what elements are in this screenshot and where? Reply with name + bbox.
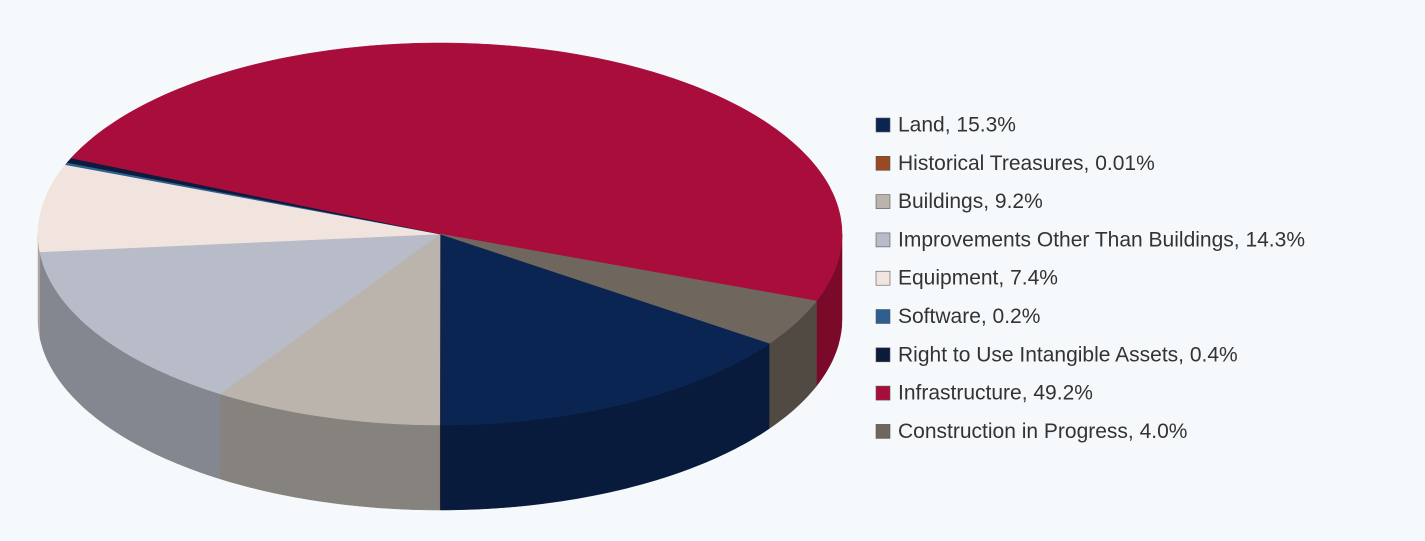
pie-slice	[39, 233, 441, 395]
legend-label: Software, 0.2%	[898, 305, 1040, 328]
legend-label: Improvements Other Than Buildings, 14.3%	[898, 228, 1305, 251]
legend-label: Right to Use Intangible Assets, 0.4%	[898, 343, 1238, 366]
legend-swatch	[875, 232, 891, 248]
pie-slice	[70, 42, 843, 302]
legend-label: Historical Treasures, 0.01%	[898, 152, 1155, 175]
legend-label: Construction in Progress, 4.0%	[898, 420, 1187, 443]
legend-swatch	[875, 309, 891, 324]
legend-swatch	[875, 270, 891, 286]
pie-slice	[219, 233, 441, 426]
pie-slice	[439, 233, 771, 426]
legend: Land, 15.3% Historical Treasures, 0.01% Bu…	[875, 114, 1305, 443]
pie-sides	[37, 233, 843, 511]
pie-slice	[37, 164, 441, 253]
legend-swatch	[875, 194, 891, 209]
legend-swatch	[875, 347, 891, 363]
legend-label: Buildings, 9.2%	[898, 190, 1043, 213]
legend-label: Infrastructure, 49.2%	[898, 382, 1093, 405]
legend-label: Land, 15.3%	[898, 114, 1016, 137]
pie-tops	[37, 42, 843, 426]
legend-label: Equipment, 7.4%	[898, 267, 1058, 290]
legend-swatch	[875, 156, 891, 171]
legend-swatch	[875, 385, 891, 401]
legend-swatch	[875, 424, 891, 439]
legend-swatch	[875, 117, 891, 133]
pie-slice	[439, 233, 817, 344]
